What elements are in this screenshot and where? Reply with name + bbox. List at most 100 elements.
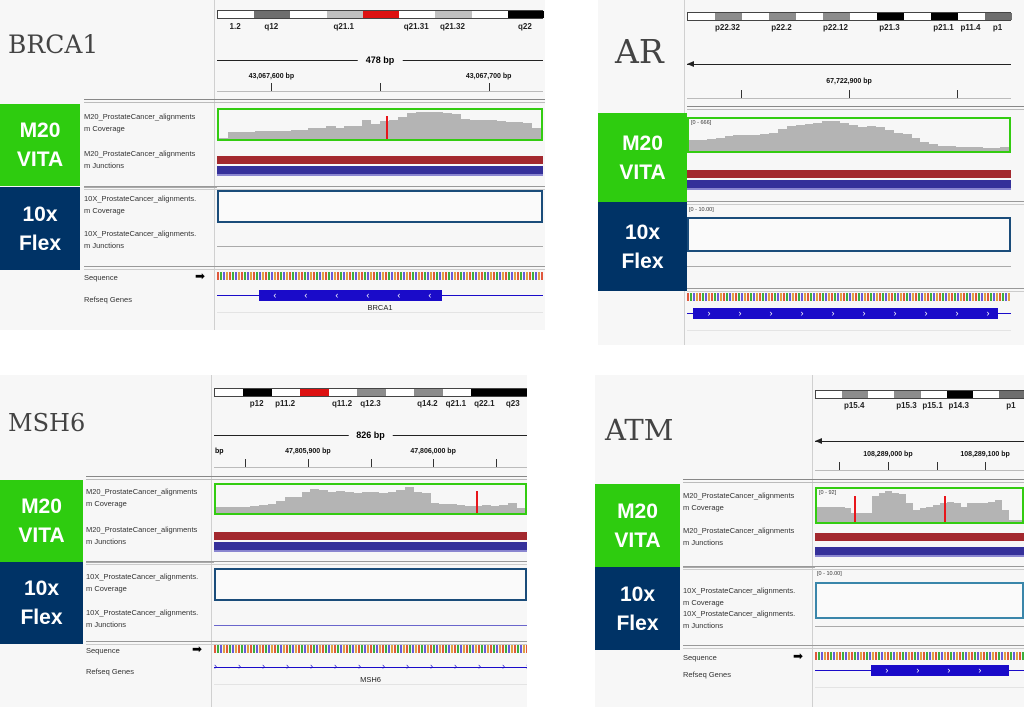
m20-junctions-forward[interactable] — [687, 170, 1011, 178]
track-label-m20-coverage[interactable]: M20_ProstateCancer_alignments m Coverage — [683, 490, 794, 514]
track-label-10x-junctions[interactable]: 10X_ProstateCancer_alignments. m Junction… — [86, 607, 198, 631]
coverage-bar — [241, 507, 251, 513]
sequence-strand-arrow-icon[interactable]: ➡ — [192, 642, 203, 656]
track-label-m20-coverage[interactable]: M20_ProstateCancer_alignments m Coverage — [86, 486, 197, 510]
10x-coverage-track[interactable] — [815, 582, 1024, 619]
coverage-bar — [689, 139, 699, 151]
strand-line — [687, 64, 1011, 65]
sequence-strand-arrow-icon[interactable]: ➡ — [793, 649, 804, 663]
refseq-gene-track[interactable]: ‹‹‹‹‹‹‹‹‹‹‹‹‹‹ — [217, 290, 543, 302]
refseq-gene-track[interactable]: ›››››››››››››››› — [214, 661, 527, 674]
coverage-bar — [487, 120, 497, 139]
chromosome-ideogram[interactable] — [217, 10, 544, 19]
track-label-m20-junctions[interactable]: M20_ProstateCancer_alignments m Junctions — [84, 148, 195, 172]
m20-junctions-forward[interactable] — [214, 532, 527, 540]
m20-coverage-track[interactable]: [0 - 666] — [687, 117, 1011, 153]
chromosome-ideogram[interactable] — [687, 12, 1012, 21]
track-label-line: 10X_ProstateCancer_alignments. — [683, 609, 796, 618]
10x-coverage-track[interactable] — [214, 568, 527, 601]
track-label-sequence[interactable]: Sequence — [86, 646, 120, 655]
track-label-line: m Coverage — [84, 124, 125, 133]
m20-coverage-track[interactable] — [217, 108, 543, 141]
sequence-track[interactable] — [214, 645, 527, 653]
track-label-10x-coverage[interactable]: 10X_ProstateCancer_alignments. m Coverage — [84, 193, 196, 217]
track-label-refseq-genes[interactable]: Refseq Genes — [84, 295, 132, 304]
track-separator — [86, 641, 527, 645]
track-label-m20-junctions[interactable]: M20_ProstateCancer_alignments m Junctions — [86, 524, 197, 548]
10x-junctions-track[interactable] — [687, 266, 1011, 267]
cytoband — [842, 391, 869, 398]
exon[interactable]: ›››››››››››››› — [693, 308, 999, 319]
track-separator — [687, 201, 1024, 205]
track-label-refseq-genes[interactable]: Refseq Genes — [683, 670, 731, 679]
cytoband — [507, 11, 544, 18]
gene-title: MSH6 — [8, 409, 86, 437]
sequence-track[interactable] — [217, 272, 543, 280]
track-label-10x-junctions[interactable]: 10X_ProstateCancer_alignments. m Junction… — [683, 608, 795, 632]
coverage-bar — [353, 492, 363, 513]
track-label-m20-junctions[interactable]: M20_ProstateCancer_alignments m Junctions — [683, 525, 794, 549]
mismatch-bar — [944, 495, 947, 522]
cytoband-label: q21.31 — [403, 22, 429, 31]
10x-coverage-track[interactable] — [687, 217, 1011, 252]
m20-junctions-reverse[interactable] — [687, 180, 1011, 190]
sequence-strand-arrow-icon[interactable]: ➡ — [195, 269, 206, 283]
cytoband-label: p22.2 — [771, 23, 792, 32]
cytoband-label: q21.32 — [439, 22, 465, 31]
10x-junctions-track[interactable] — [815, 626, 1024, 627]
m20-coverage-track[interactable]: [0 - 92] — [815, 487, 1024, 524]
chromosome-ideogram[interactable] — [214, 388, 527, 397]
coverage-bar — [424, 112, 434, 139]
coverage-bar — [795, 124, 805, 151]
m20-junctions-reverse[interactable] — [214, 542, 527, 552]
m20-junctions-reverse[interactable] — [815, 547, 1024, 557]
cytoband-label: 1.2 — [229, 22, 241, 31]
track-footer-line — [214, 684, 527, 685]
m20-vita-badge: M20 VITA — [0, 104, 80, 186]
coverage-bar — [981, 502, 989, 522]
ruler-tick — [380, 83, 381, 91]
track-label-sequence[interactable]: Sequence — [84, 273, 118, 282]
header-separator — [683, 479, 1024, 483]
m20-junctions-forward[interactable] — [217, 156, 543, 164]
coverage-range-label: [0 - 92] — [819, 490, 837, 496]
track-label-m20-coverage[interactable]: M20_ProstateCancer_alignments m Coverage — [84, 111, 195, 135]
coverage-bar — [473, 505, 483, 513]
coverage-bar — [254, 131, 264, 139]
track-separator — [683, 645, 1024, 649]
m20-junctions-reverse[interactable] — [217, 166, 543, 176]
m20-coverage-track[interactable] — [214, 483, 527, 515]
flex-coverage-range-label: [0 - 10.00] — [689, 207, 714, 213]
exon[interactable]: ‹‹‹‹‹‹‹‹‹‹‹‹‹‹ — [259, 290, 442, 301]
coverage-bar — [919, 508, 927, 522]
span-label: 478 bp — [357, 55, 403, 65]
refseq-gene-track[interactable]: ›››››››››››››› — [687, 308, 1011, 320]
track-label-line: m Junctions — [84, 241, 125, 250]
cytoband — [362, 11, 400, 18]
10x-junctions-track[interactable] — [217, 246, 543, 247]
coverage-bar — [250, 505, 260, 513]
exon[interactable]: ›››››››››››››› — [871, 665, 1010, 676]
chromosome-ideogram[interactable] — [815, 390, 1024, 399]
track-label-sequence[interactable]: Sequence — [683, 653, 717, 662]
coverage-bar — [404, 487, 414, 513]
track-label-refseq-genes[interactable]: Refseq Genes — [86, 667, 134, 676]
refseq-gene-track[interactable]: ›››››››››››››› — [815, 665, 1024, 677]
coverage-bar — [813, 122, 823, 151]
track-label-line: m Junctions — [683, 538, 724, 547]
10x-junctions-track[interactable] — [214, 625, 527, 626]
track-label-line: m Coverage — [84, 206, 125, 215]
cytoband — [985, 13, 1012, 20]
coverage-bar — [379, 492, 388, 513]
10x-coverage-track[interactable] — [217, 190, 543, 223]
track-label-10x-coverage[interactable]: 10X_ProstateCancer_alignments. m Coverage — [683, 585, 795, 609]
coverage-bar — [284, 496, 294, 513]
m20-junctions-forward[interactable] — [815, 533, 1024, 541]
sequence-track[interactable] — [815, 652, 1024, 660]
sequence-track[interactable] — [687, 293, 1011, 301]
coverage-bar — [822, 121, 832, 151]
track-label-10x-coverage[interactable]: 10X_ProstateCancer_alignments. m Coverage — [86, 571, 198, 595]
coverage-bar — [844, 508, 852, 522]
track-label-10x-junctions[interactable]: 10X_ProstateCancer_alignments. m Junction… — [84, 228, 196, 252]
track-label-line: m Coverage — [86, 584, 127, 593]
